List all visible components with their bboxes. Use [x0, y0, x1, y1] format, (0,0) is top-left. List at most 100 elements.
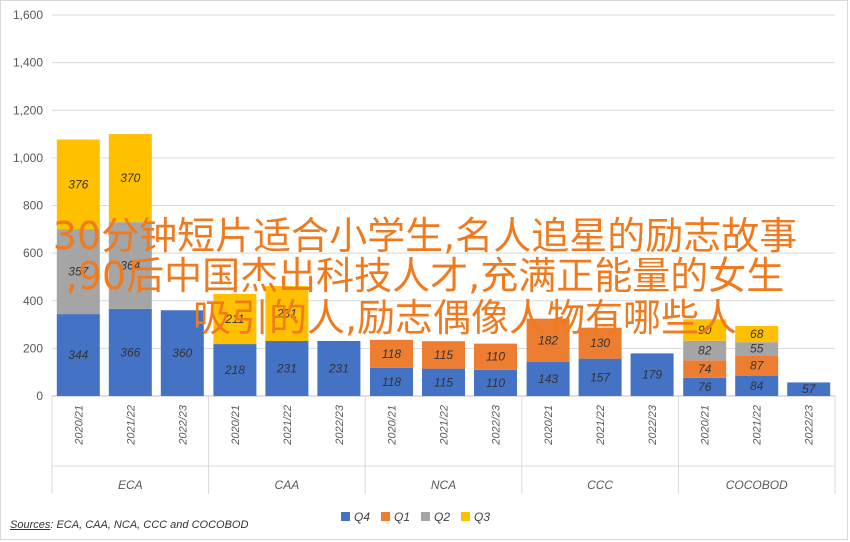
bar-segment	[683, 340, 727, 361]
data-label: 55	[750, 342, 764, 356]
y-tick-label: 600	[23, 246, 43, 260]
data-label: 344	[68, 348, 88, 362]
legend-swatch	[421, 512, 430, 521]
bar-segment	[526, 318, 570, 362]
x-tick-label: 2022/23	[334, 404, 346, 446]
y-tick-label: 1,200	[13, 103, 43, 117]
y-tick-label: 800	[23, 199, 43, 213]
legend-label: Q4	[354, 510, 370, 524]
legend-swatch	[461, 512, 470, 521]
x-tick-label: 2021/22	[439, 405, 451, 446]
x-tick-label: 2020/21	[543, 405, 555, 446]
data-label: 360	[172, 346, 192, 360]
data-label: 179	[642, 368, 662, 382]
data-label: 143	[538, 372, 558, 386]
data-label: 364	[120, 259, 140, 273]
legend-label: Q3	[474, 510, 490, 524]
x-tick-label: 2020/21	[230, 405, 242, 446]
x-tick-label: 2020/21	[73, 405, 85, 446]
bar-segment	[56, 229, 100, 315]
y-tick-label: 1,400	[13, 56, 43, 70]
x-tick-label: 2022/23	[491, 404, 503, 446]
bar-segment	[265, 340, 309, 396]
data-label: 87	[750, 359, 765, 373]
x-tick-label: 2020/21	[387, 405, 399, 446]
data-label: 157	[590, 370, 611, 384]
y-tick-label: 200	[23, 341, 43, 355]
y-tick-label: 400	[23, 294, 43, 308]
data-label: 82	[698, 344, 712, 358]
bar-segment	[683, 377, 727, 396]
sources-note: Sources: ECA, CAA, NCA, CCC and COCOBOD	[10, 519, 248, 531]
data-label: 118	[382, 375, 401, 389]
bar-segment	[683, 319, 727, 341]
data-label: 115	[434, 348, 453, 362]
data-label: 57	[802, 382, 817, 396]
bar-segment	[735, 375, 779, 396]
sources-label: Sources	[10, 519, 51, 531]
bar-segment	[474, 369, 517, 396]
x-tick-label: 2022/23	[647, 404, 659, 446]
bar-segment	[735, 325, 779, 343]
bar-segment	[578, 327, 622, 359]
bar-segment	[160, 310, 204, 396]
bar-segment	[526, 361, 570, 396]
y-tick-label: 1,000	[13, 151, 43, 165]
bar-segment	[213, 344, 257, 396]
bar-segment	[422, 341, 465, 369]
y-tick-label: 0	[36, 389, 43, 403]
bar-segment	[735, 355, 779, 376]
data-label: 231	[276, 361, 297, 375]
x-group-label: CCC	[587, 478, 613, 492]
bar-segment	[630, 353, 674, 396]
bar-segment	[265, 285, 309, 341]
data-label: 115	[434, 375, 453, 389]
data-label: 74	[698, 362, 712, 376]
x-group-label: ECA	[118, 478, 143, 492]
data-label: 90	[698, 323, 712, 337]
bar-segment	[683, 360, 727, 378]
data-label: 182	[538, 333, 558, 347]
data-label: 231	[328, 361, 349, 375]
data-label: 357	[68, 265, 89, 279]
y-tick-label: 1,600	[13, 8, 43, 22]
data-label: 218	[224, 363, 245, 377]
data-label: 110	[486, 376, 505, 390]
data-label: 211	[224, 312, 244, 326]
data-label: 130	[590, 336, 610, 350]
data-label: 110	[486, 350, 505, 364]
data-label: 370	[120, 171, 140, 185]
overlay-text-line-1: 30分钟短片适合小学生,名人追星的励志故事	[52, 214, 798, 258]
bar-segment	[578, 358, 622, 396]
data-label: 76	[698, 380, 712, 394]
bar-segment	[108, 308, 152, 396]
bar-segment	[56, 314, 100, 396]
overlay-text-line-3: 吸引的人,励志偶像人物有哪些人	[192, 296, 738, 340]
bar-segment	[213, 293, 257, 345]
x-tick-label: 2021/22	[282, 405, 294, 446]
x-group-label: CAA	[275, 478, 300, 492]
bar-segment	[735, 342, 779, 356]
data-label: 68	[750, 327, 764, 341]
legend-label: Q1	[394, 510, 410, 524]
overlay-text-line-2: ,90后中国杰出科技人才,充满正能量的女生	[65, 254, 785, 298]
legend-label: Q2	[434, 510, 450, 524]
bar-segment	[370, 339, 413, 368]
x-tick-label: 2022/23	[804, 404, 816, 446]
x-tick-label: 2021/22	[595, 405, 607, 446]
data-label: 231	[276, 306, 297, 320]
x-tick-label: 2021/22	[125, 405, 137, 446]
x-group-label: COCOBOD	[726, 478, 788, 492]
x-tick-label: 2020/21	[700, 405, 712, 446]
data-label: 376	[68, 177, 88, 191]
bar-segment	[108, 134, 152, 223]
x-tick-label: 2021/22	[752, 405, 764, 446]
x-tick-label: 2022/23	[177, 404, 189, 446]
legend-swatch	[381, 512, 390, 521]
sources-text: : ECA, CAA, NCA, CCC and COCOBOD	[50, 519, 249, 531]
data-label: 84	[750, 379, 764, 393]
bar-segment	[317, 340, 361, 396]
data-label: 366	[120, 345, 140, 359]
bar-segment	[787, 382, 831, 396]
